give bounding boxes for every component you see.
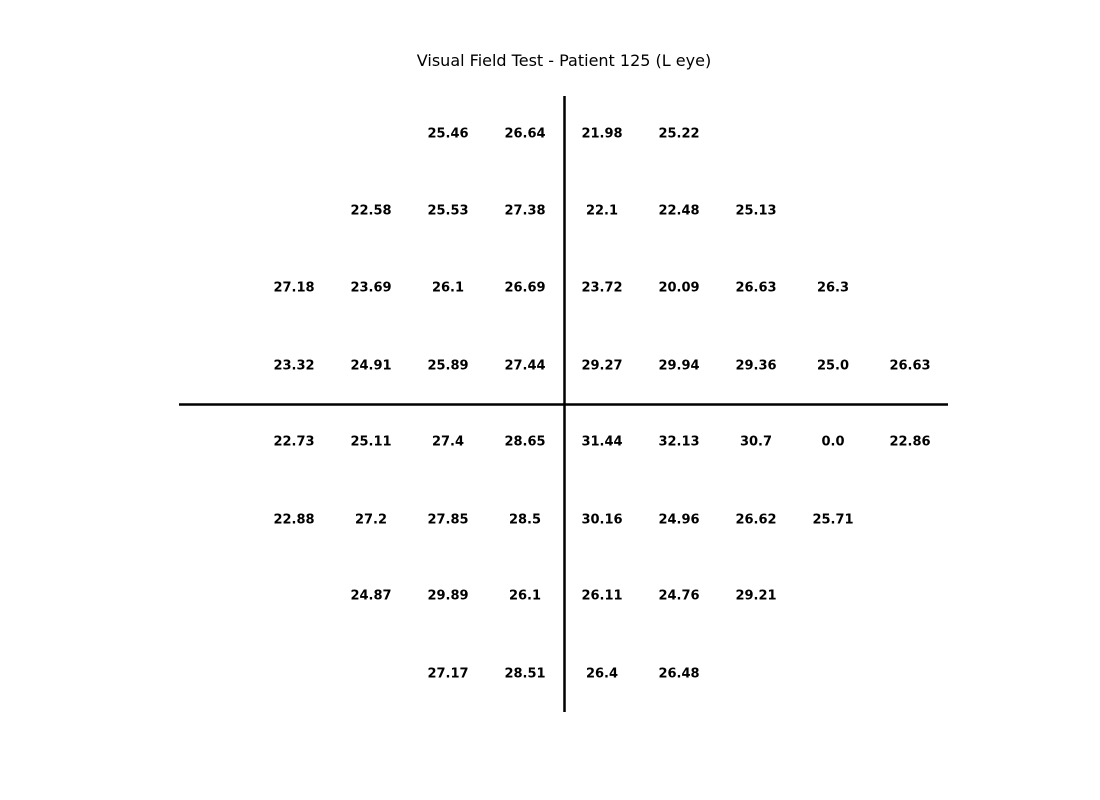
threshold-value: 29.94 [658, 359, 699, 374]
threshold-value: 32.13 [658, 435, 699, 450]
threshold-value: 22.86 [889, 435, 930, 450]
threshold-values: 25.46 26.64 21.98 25.22 22.58 25.53 27.38 22.1 2… [273, 127, 930, 682]
threshold-value: 23.32 [273, 359, 314, 374]
threshold-value: 26.4 [586, 667, 618, 682]
threshold-value: 27.4 [432, 435, 464, 450]
threshold-value: 28.65 [504, 435, 545, 450]
threshold-value: 26.11 [581, 589, 622, 604]
threshold-value: 27.18 [273, 281, 314, 296]
threshold-value: 26.62 [735, 513, 776, 528]
threshold-value: 0.0 [821, 435, 844, 450]
threshold-value: 22.73 [273, 435, 314, 450]
threshold-value: 28.5 [509, 513, 541, 528]
threshold-value: 29.27 [581, 359, 622, 374]
threshold-value: 25.13 [735, 204, 776, 219]
threshold-value: 27.38 [504, 204, 545, 219]
threshold-value: 25.53 [427, 204, 468, 219]
threshold-value: 26.63 [889, 359, 930, 374]
threshold-value: 30.7 [740, 435, 772, 450]
threshold-value: 28.51 [504, 667, 545, 682]
threshold-value: 26.69 [504, 281, 545, 296]
threshold-value: 27.85 [427, 513, 468, 528]
threshold-value: 24.76 [658, 589, 699, 604]
threshold-value: 25.11 [350, 435, 391, 450]
threshold-value: 24.91 [350, 359, 391, 374]
threshold-value: 26.63 [735, 281, 776, 296]
threshold-value: 22.88 [273, 513, 314, 528]
threshold-value: 29.89 [427, 589, 468, 604]
threshold-value: 25.89 [427, 359, 468, 374]
threshold-value: 22.58 [350, 204, 391, 219]
threshold-value: 29.21 [735, 589, 776, 604]
threshold-value: 25.46 [427, 127, 468, 142]
threshold-value: 29.36 [735, 359, 776, 374]
threshold-value: 25.71 [812, 513, 853, 528]
threshold-value: 31.44 [581, 435, 622, 450]
threshold-value: 25.22 [658, 127, 699, 142]
threshold-value: 24.87 [350, 589, 391, 604]
threshold-value: 22.1 [586, 204, 618, 219]
threshold-value: 23.69 [350, 281, 391, 296]
threshold-value: 23.72 [581, 281, 622, 296]
threshold-value: 27.2 [355, 513, 387, 528]
threshold-value: 24.96 [658, 513, 699, 528]
threshold-value: 26.1 [432, 281, 464, 296]
chart-title: Visual Field Test - Patient 125 (L eye) [416, 51, 712, 70]
threshold-value: 27.44 [504, 359, 545, 374]
threshold-value: 20.09 [658, 281, 699, 296]
threshold-value: 22.48 [658, 204, 699, 219]
threshold-value: 30.16 [581, 513, 622, 528]
threshold-value: 21.98 [581, 127, 622, 142]
threshold-value: 25.0 [817, 359, 849, 374]
threshold-value: 26.64 [504, 127, 545, 142]
threshold-value: 26.1 [509, 589, 541, 604]
threshold-value: 26.48 [658, 667, 699, 682]
threshold-value: 26.3 [817, 281, 849, 296]
threshold-value: 27.17 [427, 667, 468, 682]
